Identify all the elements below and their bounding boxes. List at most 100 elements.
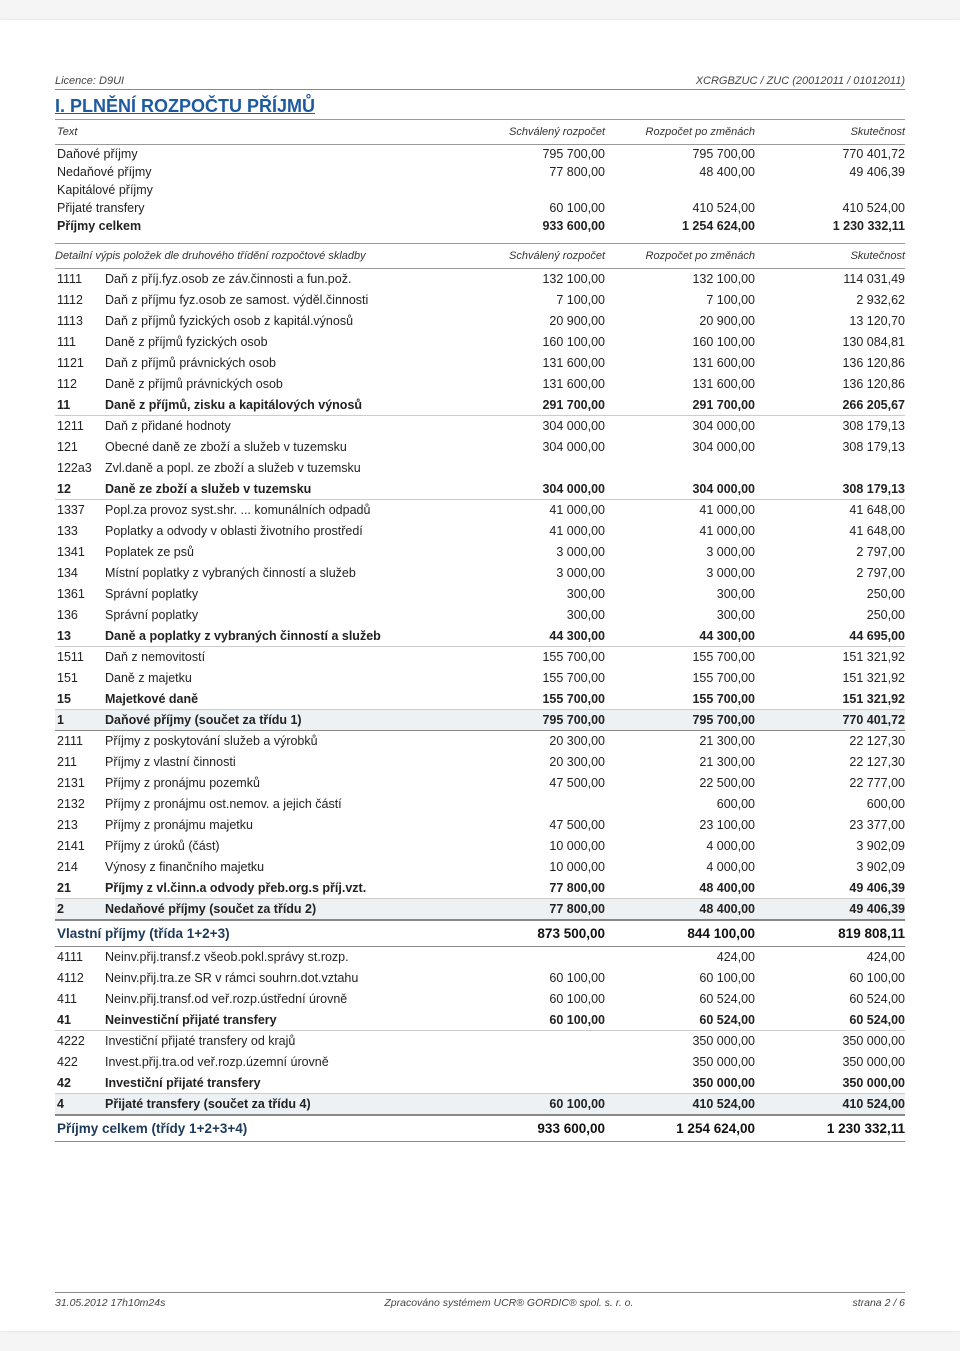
row-text: Daně ze zboží a služeb v tuzemsku xyxy=(105,482,455,496)
row-actual xyxy=(755,461,905,475)
detail-header: Detailní výpis položek dle druhového tří… xyxy=(55,243,905,269)
detail-row: 21Příjmy z vl.činn.a odvody přeb.org.s p… xyxy=(55,878,905,899)
row-approved: 291 700,00 xyxy=(455,398,605,412)
row-approved: 131 600,00 xyxy=(455,356,605,370)
detail-row: 11Daně z příjmů, zisku a kapitálových vý… xyxy=(55,395,905,416)
row-approved xyxy=(455,1076,605,1090)
detail-row: 41Neinvestiční přijaté transfery60 100,0… xyxy=(55,1010,905,1031)
row-code: 41 xyxy=(55,1013,105,1027)
row-actual: 44 695,00 xyxy=(755,629,905,643)
row-text: Neinv.přij.transf.z všeob.pokl.správy st… xyxy=(105,950,455,964)
row-text: Daně z příjmů právnických osob xyxy=(105,377,455,391)
detail-row: 151Daně z majetku155 700,00155 700,00151… xyxy=(55,668,905,689)
row-text: Příjmy z úroků (část) xyxy=(105,839,455,853)
group-total-approved: 933 600,00 xyxy=(455,1121,605,1136)
detail-row: 4111Neinv.přij.transf.z všeob.pokl.správ… xyxy=(55,947,905,968)
row-actual: 770 401,72 xyxy=(755,713,905,727)
summary-row: Kapitálové příjmy xyxy=(55,181,905,199)
row-changes: 48 400,00 xyxy=(605,881,755,895)
row-actual: 22 127,30 xyxy=(755,734,905,748)
row-changes: 23 100,00 xyxy=(605,818,755,832)
row-changes: 21 300,00 xyxy=(605,755,755,769)
row-approved xyxy=(455,1034,605,1048)
summary-changes xyxy=(605,183,755,197)
row-text: Daň z příjmu fyz.osob ze samost. výděl.č… xyxy=(105,293,455,307)
row-actual: 424,00 xyxy=(755,950,905,964)
row-approved: 3 000,00 xyxy=(455,545,605,559)
summary-label: Daňové příjmy xyxy=(55,147,455,161)
row-text: Poplatek ze psů xyxy=(105,545,455,559)
detail-row: 1112Daň z příjmu fyz.osob ze samost. výd… xyxy=(55,290,905,311)
row-changes: 795 700,00 xyxy=(605,713,755,727)
summary-approved xyxy=(455,183,605,197)
summary-row: Nedaňové příjmy77 800,0048 400,0049 406,… xyxy=(55,163,905,181)
row-text: Daně a poplatky z vybraných činností a s… xyxy=(105,629,455,643)
summary-label: Kapitálové příjmy xyxy=(55,183,455,197)
page: Licence: D9UI XCRGBZUC / ZUC (20012011 /… xyxy=(0,20,960,1331)
row-code: 4 xyxy=(55,1097,105,1111)
group-vlastni-approved: 873 500,00 xyxy=(455,926,605,941)
row-changes: 4 000,00 xyxy=(605,860,755,874)
detail-row: 4112Neinv.přij.tra.ze SR v rámci souhrn.… xyxy=(55,968,905,989)
row-text: Daně z příjmů, zisku a kapitálových výno… xyxy=(105,398,455,412)
row-code: 1211 xyxy=(55,419,105,433)
row-code: 112 xyxy=(55,377,105,391)
detail-header-label: Detailní výpis položek dle druhového tří… xyxy=(55,250,455,262)
row-code: 213 xyxy=(55,818,105,832)
row-actual: 350 000,00 xyxy=(755,1034,905,1048)
row-approved: 44 300,00 xyxy=(455,629,605,643)
row-actual: 22 777,00 xyxy=(755,776,905,790)
summary-actual: 410 524,00 xyxy=(755,201,905,215)
detail-row: 112Daně z příjmů právnických osob 131 600… xyxy=(55,374,905,395)
row-text: Příjmy z poskytování služeb a výrobků xyxy=(105,734,455,748)
summary-row: Přijaté transfery60 100,00410 524,00410 … xyxy=(55,199,905,217)
row-actual: 41 648,00 xyxy=(755,503,905,517)
row-approved xyxy=(455,797,605,811)
row-actual: 49 406,39 xyxy=(755,902,905,916)
detail-block-2: 4111Neinv.přij.transf.z všeob.pokl.správ… xyxy=(55,947,905,1115)
row-changes: 410 524,00 xyxy=(605,1097,755,1111)
detail-row: 111Daně z příjmů fyzických osob160 100,0… xyxy=(55,332,905,353)
row-approved: 60 100,00 xyxy=(455,1013,605,1027)
row-actual: 3 902,09 xyxy=(755,860,905,874)
section-title: I. PLNĚNÍ ROZPOČTU PŘÍJMŮ xyxy=(55,96,905,117)
col-actual-header2: Skutečnost xyxy=(755,250,905,262)
row-changes: 22 500,00 xyxy=(605,776,755,790)
row-actual: 41 648,00 xyxy=(755,524,905,538)
group-vlastni-label: Vlastní příjmy (třída 1+2+3) xyxy=(55,926,455,941)
row-changes: 60 524,00 xyxy=(605,992,755,1006)
row-approved xyxy=(455,950,605,964)
row-changes: 160 100,00 xyxy=(605,335,755,349)
row-changes: 4 000,00 xyxy=(605,839,755,853)
detail-row: 1Daňové příjmy (součet za třídu 1)795 70… xyxy=(55,710,905,731)
summary-actual: 1 230 332,11 xyxy=(755,219,905,233)
detail-row: 1211Daň z přidané hodnoty304 000,00304 0… xyxy=(55,416,905,437)
detail-row: 211Příjmy z vlastní činnosti20 300,0021 … xyxy=(55,752,905,773)
row-changes: 41 000,00 xyxy=(605,503,755,517)
summary-changes: 795 700,00 xyxy=(605,147,755,161)
group-total-changes: 1 254 624,00 xyxy=(605,1121,755,1136)
row-actual: 2 797,00 xyxy=(755,545,905,559)
detail-row: 1511Daň z nemovitostí155 700,00155 700,0… xyxy=(55,647,905,668)
row-approved: 41 000,00 xyxy=(455,524,605,538)
summary-label: Nedaňové příjmy xyxy=(55,165,455,179)
row-code: 134 xyxy=(55,566,105,580)
row-text: Neinvestiční přijaté transfery xyxy=(105,1013,455,1027)
row-changes: 600,00 xyxy=(605,797,755,811)
row-changes: 300,00 xyxy=(605,587,755,601)
row-actual: 410 524,00 xyxy=(755,1097,905,1111)
row-text: Daň z přidané hodnoty xyxy=(105,419,455,433)
row-changes: 131 600,00 xyxy=(605,377,755,391)
row-changes: 304 000,00 xyxy=(605,440,755,454)
row-code: 42 xyxy=(55,1076,105,1090)
detail-row: 4222Investiční přijaté transfery od kraj… xyxy=(55,1031,905,1052)
row-actual: 600,00 xyxy=(755,797,905,811)
row-code: 15 xyxy=(55,692,105,706)
row-actual: 151 321,92 xyxy=(755,671,905,685)
row-text: Zvl.daně a popl. ze zboží a služeb v tuz… xyxy=(105,461,455,475)
row-code: 121 xyxy=(55,440,105,454)
detail-row: 12Daně ze zboží a služeb v tuzemsku304 0… xyxy=(55,479,905,500)
row-code: 1341 xyxy=(55,545,105,559)
row-changes: 350 000,00 xyxy=(605,1034,755,1048)
row-approved: 304 000,00 xyxy=(455,419,605,433)
